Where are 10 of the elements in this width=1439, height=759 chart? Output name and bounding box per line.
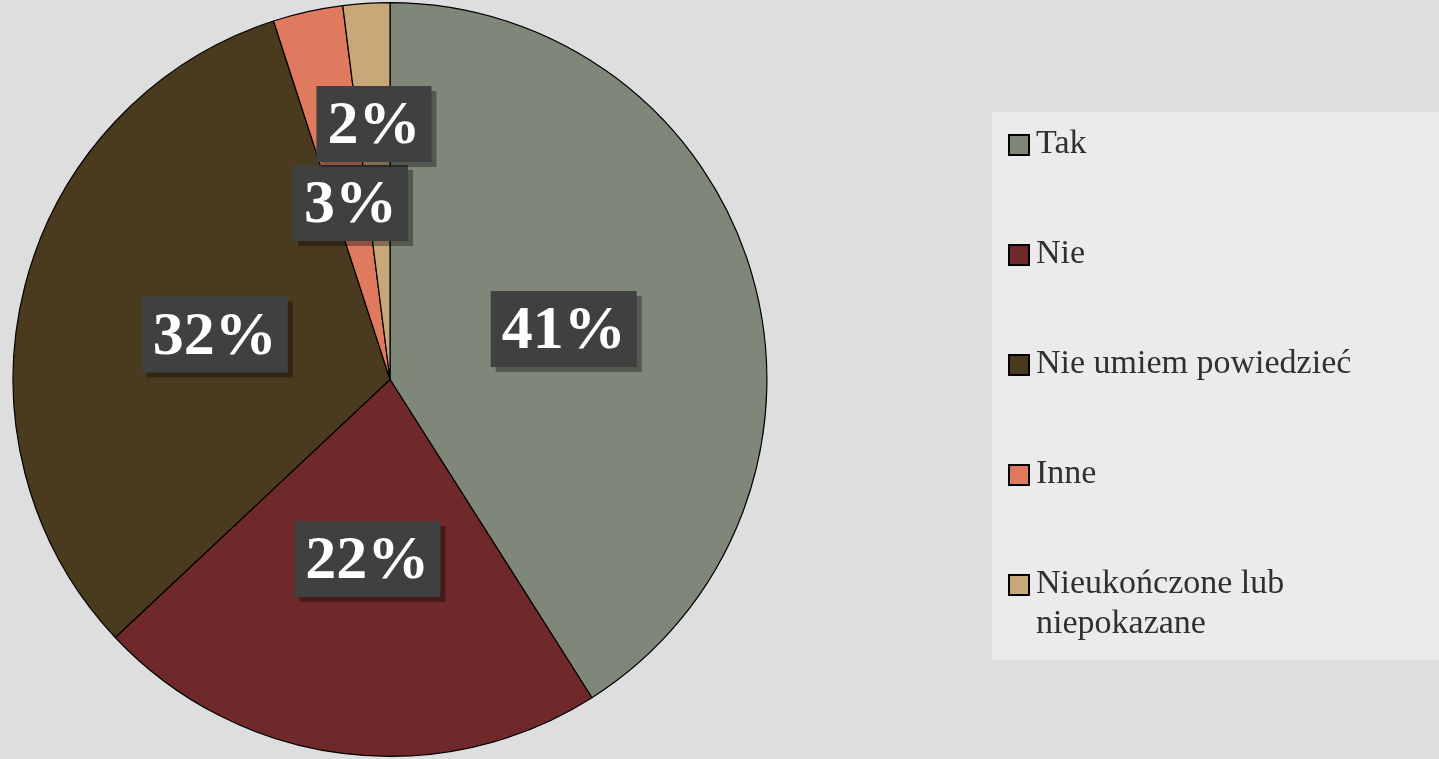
legend-label: Tak	[1036, 122, 1087, 162]
legend-label: Nie	[1036, 232, 1086, 272]
data-label: 22%	[305, 523, 430, 591]
legend-label: Nieukończone lub niepokazane	[1036, 562, 1286, 642]
legend-label: Inne	[1036, 452, 1097, 492]
data-label: 3%	[304, 166, 398, 235]
data-label: 32%	[152, 298, 277, 367]
data-label: 41%	[501, 293, 626, 362]
data-label: 2%	[327, 88, 421, 157]
legend-label: Nie umiem powiedzieć	[1036, 342, 1352, 382]
